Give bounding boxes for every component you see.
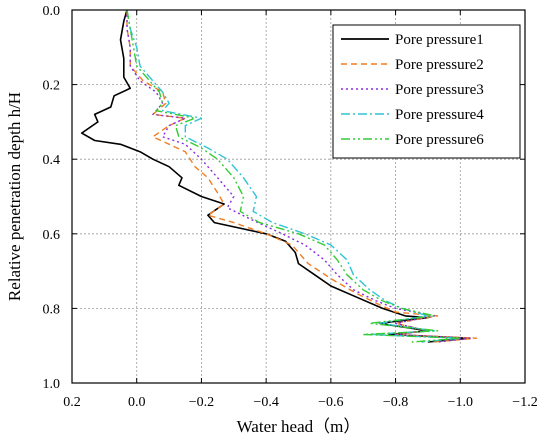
legend-label: Pore pressure4 [395, 107, 484, 123]
legend: Pore pressure1 Pore pressure2 Pore pressur… [332, 24, 521, 159]
x-tick-label: −0.2 [189, 395, 214, 410]
legend-label: Pore pressure1 [395, 32, 484, 48]
legend-label: Pore pressure2 [395, 57, 484, 73]
x-tick-label: 0.2 [63, 395, 81, 410]
legend-label: Pore pressure3 [395, 82, 484, 98]
x-tick-label: −1.0 [448, 395, 473, 410]
legend-label: Pore pressure6 [395, 132, 484, 148]
plot-area-frame [71, 9, 526, 384]
series-line [126, 10, 478, 343]
y-tick-label: 1.0 [43, 377, 61, 392]
legend-box [332, 24, 521, 159]
series-line [126, 9, 461, 343]
x-axis-label: Water head（m） [237, 417, 361, 436]
x-axis-ticks: 0.2 0.0 −0.2 −0.4 −0.6 −0.8 −1.0 −1.2 [63, 10, 538, 410]
x-tick-label: −0.8 [383, 395, 408, 410]
y-tick-label: 0.6 [43, 228, 61, 243]
y-axis-ticks: 0.0 0.2 0.4 0.6 0.8 1.0 [43, 4, 525, 392]
y-tick-label: 0.4 [43, 153, 61, 168]
x-tick-label: −1.2 [512, 395, 537, 410]
y-tick-label: 0.8 [43, 302, 61, 317]
y-tick-label: 0.0 [43, 4, 61, 19]
y-axis-label: Relative penetration depth h/H [5, 92, 24, 301]
x-tick-label: 0.0 [128, 395, 146, 410]
y-tick-label: 0.2 [43, 79, 61, 94]
x-tick-label: −0.4 [253, 395, 278, 410]
x-tick-label: −0.6 [318, 395, 343, 410]
series-layer [80, 9, 478, 343]
series-line [126, 10, 471, 343]
series-line [80, 9, 471, 343]
